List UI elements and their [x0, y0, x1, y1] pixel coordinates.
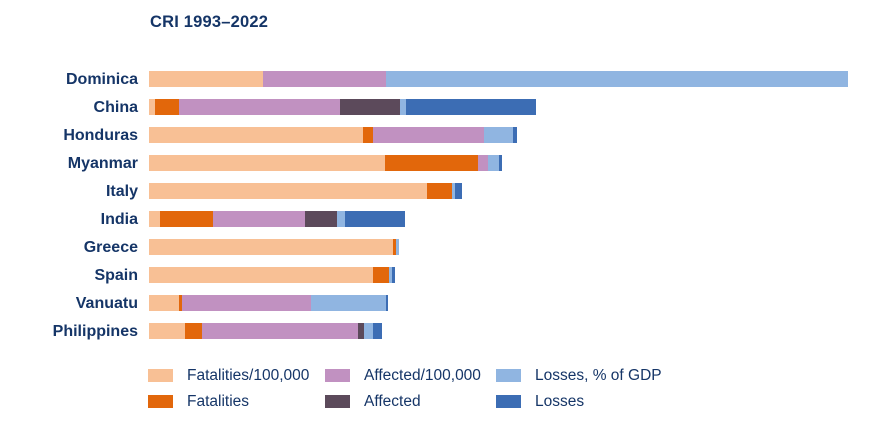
legend-item-affected: Affected — [325, 392, 421, 410]
bar-row: Dominica — [0, 65, 891, 93]
category-label: Greece — [83, 239, 138, 256]
bar-segment — [311, 295, 386, 311]
bar-segment — [155, 99, 179, 115]
bar-segment — [385, 155, 478, 171]
bar-track — [149, 127, 517, 143]
bar-row: Philippines — [0, 317, 891, 345]
bar-segment — [263, 71, 386, 87]
category-label: India — [100, 211, 138, 228]
bar-segment — [345, 211, 405, 227]
bar-segment — [513, 127, 517, 143]
category-label: Myanmar — [67, 155, 138, 172]
bar-segment — [400, 99, 406, 115]
category-label: Vanuatu — [75, 295, 138, 312]
bar-segment — [386, 295, 388, 311]
category-label: Philippines — [52, 323, 138, 340]
legend-item-losses: Losses — [496, 392, 585, 410]
bar-row: Honduras — [0, 121, 891, 149]
bar-track — [149, 211, 405, 227]
bar-track — [149, 295, 388, 311]
bar-segment — [396, 239, 399, 255]
bar-row: China — [0, 93, 891, 121]
legend-label: Fatalities/100,000 — [187, 366, 310, 384]
bar-segment — [392, 267, 395, 283]
bar-segment — [182, 295, 311, 311]
bar-segment — [213, 211, 305, 227]
legend-swatch-losses-pct-gdp — [496, 368, 521, 382]
bar-row: India — [0, 205, 891, 233]
bar-rows: Dominica China Honduras Myanmar Italy India Gr… — [0, 65, 891, 345]
bar-segment — [149, 323, 185, 339]
category-label: Dominica — [65, 71, 138, 88]
bar-segment — [185, 323, 202, 339]
category-label: Spain — [94, 267, 138, 284]
bar-segment — [149, 295, 179, 311]
bar-segment — [202, 323, 358, 339]
legend-swatch-affected-per-100000 — [325, 368, 350, 382]
bar-segment — [389, 267, 392, 283]
bar-segment — [149, 127, 363, 143]
bar-segment — [358, 323, 364, 339]
legend-label: Affected — [364, 392, 421, 410]
bar-segment — [488, 155, 499, 171]
legend-swatch-losses — [496, 394, 521, 408]
legend-swatch-fatalities — [148, 394, 173, 408]
bar-segment — [373, 267, 389, 283]
bar-row: Spain — [0, 261, 891, 289]
legend-label: Losses — [535, 392, 585, 410]
bar-row: Myanmar — [0, 149, 891, 177]
bar-segment — [340, 99, 400, 115]
bar-segment — [149, 211, 160, 227]
bar-row: Italy — [0, 177, 891, 205]
bar-segment — [364, 323, 373, 339]
bar-track — [149, 267, 395, 283]
bar-segment — [427, 183, 452, 199]
bar-segment — [373, 323, 382, 339]
bar-segment — [305, 211, 337, 227]
bar-segment — [455, 183, 462, 199]
bar-segment — [373, 127, 484, 143]
bar-track — [149, 99, 536, 115]
bar-row: Greece — [0, 233, 891, 261]
category-label: Honduras — [63, 127, 138, 144]
bar-segment — [386, 71, 848, 87]
bar-segment — [149, 71, 263, 87]
legend-item-fatalities: Fatalities — [148, 392, 250, 410]
bar-segment — [149, 183, 427, 199]
legend-swatch-fatalities-per-100000 — [148, 368, 173, 382]
bar-track — [149, 239, 399, 255]
legend-item-affected-per-100000: Affected/100,000 — [325, 366, 481, 384]
chart-title: CRI 1993–2022 — [150, 13, 269, 31]
bar-segment — [478, 155, 488, 171]
legend-item-fatalities-per-100000: Fatalities/100,000 — [148, 366, 310, 384]
bar-segment — [406, 99, 536, 115]
legend-label: Losses, % of GDP — [535, 366, 662, 384]
bar-segment — [452, 183, 455, 199]
category-label: Italy — [105, 183, 138, 200]
legend-label: Affected/100,000 — [364, 366, 481, 384]
bar-track — [149, 323, 382, 339]
legend-item-losses-pct-gdp: Losses, % of GDP — [496, 366, 662, 384]
bar-track — [149, 71, 848, 87]
bar-segment — [363, 127, 373, 143]
chart-legend: Fatalities/100,000 Fatalities Affected/1… — [148, 366, 848, 414]
bar-track — [149, 155, 502, 171]
legend-swatch-affected — [325, 394, 350, 408]
bar-row: Vanuatu — [0, 289, 891, 317]
bar-segment — [499, 155, 502, 171]
bar-segment — [337, 211, 345, 227]
category-label: China — [93, 99, 138, 116]
bar-segment — [149, 267, 373, 283]
bar-segment — [149, 155, 385, 171]
bar-segment — [149, 239, 393, 255]
bar-segment — [149, 99, 155, 115]
bar-segment — [179, 295, 182, 311]
bar-track — [149, 183, 462, 199]
bar-segment — [484, 127, 513, 143]
bar-segment — [393, 239, 396, 255]
bar-segment — [160, 211, 213, 227]
bar-segment — [179, 99, 340, 115]
legend-label: Fatalities — [187, 392, 250, 410]
